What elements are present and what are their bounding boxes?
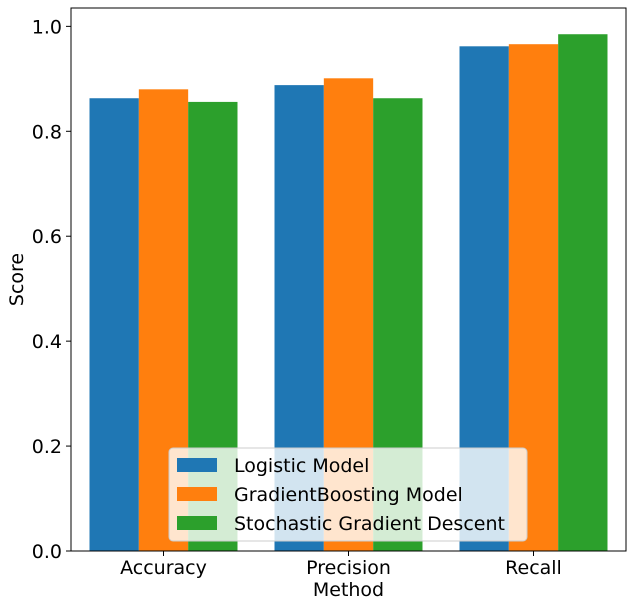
y-tick-label: 0.2: [32, 436, 62, 458]
y-tick-label: 1.0: [32, 16, 62, 38]
y-tick-label: 0.0: [32, 541, 62, 563]
legend-swatch: [177, 487, 217, 501]
bar-recall-series-3: [558, 34, 608, 552]
y-tick-label: 0.8: [32, 121, 62, 143]
bar-accuracy-series-1: [89, 98, 139, 552]
y-tick-label: 0.4: [32, 331, 62, 353]
legend-label: GradientBoosting Model: [234, 484, 463, 506]
x-tick-label: Accuracy: [120, 557, 207, 579]
legend-swatch: [177, 458, 217, 472]
y-axis: 0.0 0.2 0.4 0.6 0.8 1.0: [32, 16, 71, 563]
legend-label: Logistic Model: [234, 455, 369, 477]
x-tick-label: Precision: [306, 557, 391, 579]
legend-label: Stochastic Gradient Descent: [234, 513, 505, 535]
x-tick-label: Recall: [505, 557, 562, 579]
legend-box: [168, 447, 528, 542]
x-axis: Accuracy Precision Recall: [120, 551, 562, 579]
x-axis-label: Method: [313, 579, 384, 601]
y-tick-label: 0.6: [32, 226, 62, 248]
legend-swatch: [177, 516, 217, 530]
legend: Logistic Model GradientBoosting Model Stoc…: [168, 447, 528, 542]
y-axis-label: Score: [6, 253, 28, 306]
